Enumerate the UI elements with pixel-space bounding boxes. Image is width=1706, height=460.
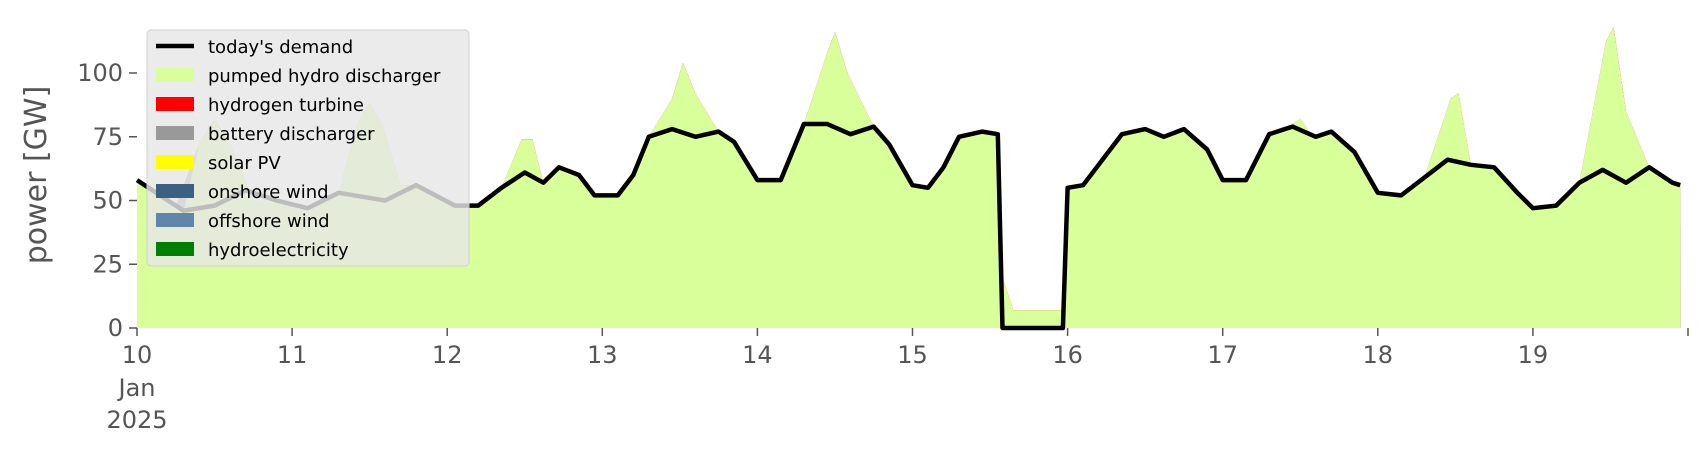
x-tick-label-11: 11 [277,341,308,369]
legend-label-solar-pv: solar PV [208,153,281,174]
x-tick-label-12: 12 [432,341,463,369]
legend-swatch-battery-discharger [156,126,194,140]
y-tick-label-75: 75 [92,123,123,151]
y-tick-label-0: 0 [108,314,123,342]
x-tick-label-15: 15 [897,341,928,369]
legend-box [146,29,470,267]
legend-swatch-solar-pv [156,155,194,169]
x-tick-sublabel-2025: 2025 [106,406,167,434]
x-tick-label-16: 16 [1052,341,1083,369]
legend-label-pumped-hydro-discharger: pumped hydro discharger [208,66,441,87]
legend-label-battery-discharger: battery discharger [208,124,375,145]
legend: today's demand pumped hydro discharger hyd… [146,29,470,267]
demand-line [135,121,1681,331]
legend-swatch-onshore-wind [156,184,194,198]
legend-swatch-pumped-hydro-discharger [156,68,194,82]
x-tick-label-17: 17 [1207,341,1238,369]
y-tick-label-100: 100 [77,59,123,87]
y-tick-label-50: 50 [92,187,123,215]
axes: 0 25 50 75 100 10 Jan 2025 11 12 13 14 15 16 17 18 19 [77,59,1689,434]
legend-label-offshore-wind: offshore wind [208,211,330,232]
x-tick-label-19: 19 [1518,341,1549,369]
y-axis-label: power [GW] [19,86,54,265]
y-tick-label-25: 25 [92,250,123,278]
legend-label-today-s-demand: today's demand [208,37,353,58]
legend-label-hydroelectricity: hydroelectricity [208,240,349,261]
legend-label-onshore-wind: onshore wind [208,182,329,203]
legend-swatch-hydroelectricity [156,242,194,256]
legend-swatch-offshore-wind [156,213,194,227]
legend-swatch-hydrogen-turbine [156,97,194,111]
x-tick-label-18: 18 [1363,341,1394,369]
demand-layer [135,121,1681,331]
x-tick-label-10: 10 [122,341,153,369]
x-tick-label-14: 14 [742,341,773,369]
x-tick-sublabel-jan: Jan [117,374,156,402]
stacked-areas [137,27,1681,328]
legend-label-hydrogen-turbine: hydrogen turbine [208,95,364,116]
x-tick-label-13: 13 [587,341,618,369]
area-pumped-hydro-discharger [137,27,1681,328]
